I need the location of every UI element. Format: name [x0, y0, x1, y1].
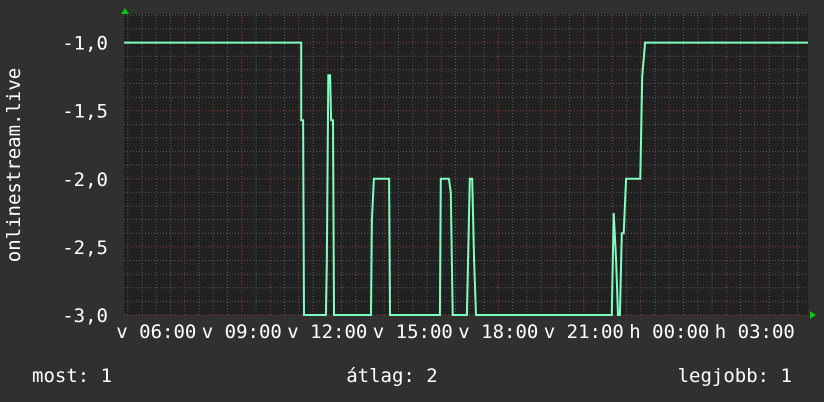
x-axis-arrow-icon — [810, 311, 816, 319]
x-tick-label: h 00:00 — [629, 321, 709, 343]
x-tick-label: v 06:00 — [116, 321, 196, 343]
legend-max: legjobb: 1 — [678, 365, 792, 387]
x-tick-label: v 09:00 — [202, 321, 282, 343]
x-tick-label: v 15:00 — [373, 321, 453, 343]
y-tick-label: -2,0 — [62, 169, 108, 191]
plot-area — [124, 14, 808, 315]
y-tick-label: -1,5 — [62, 101, 108, 123]
legend-current: most: 1 — [32, 365, 112, 387]
grid — [124, 14, 808, 316]
x-axis: v 06:00 v 09:00 v 12:00 v 15:00 v 18:00 v 21:… — [116, 321, 795, 343]
x-tick-label: v 21:00 — [544, 321, 624, 343]
x-tick-label: h 03:00 — [715, 321, 795, 343]
x-tick-label: v 18:00 — [458, 321, 538, 343]
y-tick-label: -3,0 — [62, 305, 108, 327]
y-tick-label: -2,5 — [62, 237, 108, 259]
y-axis-label: onlinestream.live — [3, 68, 25, 262]
y-axis-arrow-icon — [121, 8, 129, 14]
x-tick-label: v 12:00 — [287, 321, 367, 343]
legend-average: átlag: 2 — [346, 365, 438, 387]
y-axis: -1,0 -1,5 -2,0 -2,5 -3,0 — [62, 33, 108, 327]
series-line — [124, 41, 808, 316]
y-tick-label: -1,0 — [62, 33, 108, 55]
